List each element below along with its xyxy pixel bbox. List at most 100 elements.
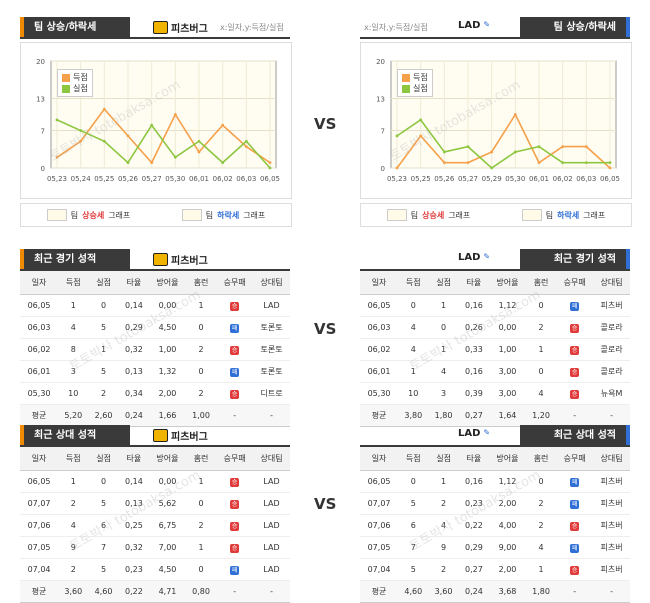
column-header: 홈런: [525, 271, 557, 295]
pirates-logo-icon: [153, 21, 168, 34]
data-point-allowed: [221, 161, 225, 165]
cell-hr: 0: [185, 492, 217, 515]
cell-era: 6,75: [149, 514, 186, 537]
y-tick-label: 0: [381, 165, 385, 173]
data-point-scored: [537, 161, 541, 165]
table-average-row: 평균 3,80 1,80 0,27 1,64 1,20- -: [360, 404, 630, 427]
cell-date: 06,05: [20, 294, 59, 317]
x-tick-label: 05,26: [118, 175, 139, 183]
cell-date: 06,02: [20, 338, 59, 361]
table-average-row: 평균 5,20 2,60 0,24 1,66 1,00- -: [20, 404, 290, 427]
cell-opponent: LAD: [253, 470, 290, 493]
avg-cell-avg: 0,24: [118, 404, 150, 427]
team-label-away: LAD ✎: [458, 20, 490, 31]
cell-hr: 1: [525, 338, 557, 361]
column-header: 방어율: [489, 271, 526, 295]
column-header: 승무패: [216, 271, 254, 295]
table-row: 06,05 1 0 0,14 0,00 1 승 LAD: [20, 294, 290, 317]
result-badge-win: 승: [570, 565, 580, 575]
recent-header-away: LAD ✎ 최근 경기 성적: [360, 249, 630, 271]
cell-opponent: 피츠버: [593, 558, 630, 581]
cell-allowed: 5: [88, 316, 119, 339]
y-tick-label: 13: [36, 95, 45, 103]
key-suffix: 그래프: [448, 210, 471, 220]
data-point-allowed: [55, 118, 59, 122]
avg-cell-label: 평균: [360, 580, 399, 603]
avg-cell-scored: 5,20: [58, 404, 89, 427]
cell-era: 2,00: [489, 492, 526, 515]
avg-cell-hr: 1,20: [525, 404, 557, 427]
h2h-table-home: 일자 득점 실점 타율 방어율 홈런 승무패 상대팀 06,05 1 0 0,14 0,00 1 승 LAD 0…: [20, 447, 290, 603]
result-badge-win: 승: [570, 367, 580, 377]
graph-key-up: 팀 상승세 그래프: [46, 209, 130, 221]
column-header: 타율: [458, 447, 490, 471]
cell-allowed: 1: [428, 294, 459, 317]
cell-date: 06,03: [20, 316, 59, 339]
h2h-title-away: 최근 상대 성적: [520, 425, 630, 447]
cell-scored: 5: [398, 558, 429, 581]
table-header-row: 일자 득점 실점 타율 방어율 홈런 승무패 상대팀: [20, 447, 290, 471]
header-rule: [20, 445, 290, 447]
legend-label-scored: 득점: [73, 73, 88, 82]
cell-era: 5,62: [149, 492, 186, 515]
cell-allowed: 3: [428, 382, 459, 405]
table-row: 06,01 1 4 0,16 3,00 0 승 콜로라: [360, 360, 630, 383]
table-row: 06,01 3 5 0,13 1,32 0 패 토론토: [20, 360, 290, 383]
cell-avg: 0,29: [118, 316, 150, 339]
cell-hr: 2: [185, 338, 217, 361]
table-row: 07,06 6 4 0,22 4,00 2 승 피츠버: [360, 514, 630, 537]
table-average-row: 평균 4,60 3,60 0,24 3,68 1,80- -: [360, 580, 630, 603]
cell-opponent: 피츠버: [593, 492, 630, 515]
cell-avg: 0,39: [458, 382, 490, 405]
cell-date: 06,05: [360, 294, 399, 317]
y-tick-label: 7: [381, 128, 385, 136]
avg-cell-result: -: [216, 404, 254, 427]
table-row: 07,04 5 2 0,27 2,00 1 승 피츠버: [360, 558, 630, 581]
legend-label-allowed: 실점: [413, 84, 428, 93]
column-header: 일자: [360, 271, 399, 295]
series-line-allowed: [56, 119, 271, 169]
data-point-allowed: [490, 166, 494, 170]
cell-opponent: 콜로라: [593, 338, 630, 361]
result-badge-win: 승: [570, 389, 580, 399]
cell-allowed: 0: [88, 470, 119, 493]
table-row: 07,06 4 6 0,25 6,75 2 승 LAD: [20, 514, 290, 537]
chart-legend-away: 득점 실점: [397, 69, 433, 97]
column-header: 일자: [20, 447, 59, 471]
column-header: 타율: [458, 271, 490, 295]
data-point-allowed: [561, 161, 565, 165]
cell-era: 4,50: [149, 316, 186, 339]
cell-scored: 1: [58, 470, 89, 493]
cell-result: 패: [556, 536, 594, 559]
table-average-row: 평균 3,60 4,60 0,22 4,71 0,80- -: [20, 580, 290, 603]
cell-scored: 4: [58, 316, 89, 339]
column-header: 타율: [118, 271, 150, 295]
cell-allowed: 0: [428, 316, 459, 339]
result-badge-lose: 패: [230, 323, 240, 333]
team-label-away: LAD ✎: [458, 252, 490, 263]
cell-avg: 0,13: [118, 360, 150, 383]
cell-scored: 3: [58, 360, 89, 383]
chart-legend-home: 득점 실점: [57, 69, 93, 97]
trend-chart-home: 0 7 13 20 05,23 05,24 05,25 05,26 05,27 05,30 06,0…: [20, 42, 292, 199]
x-tick-label: 05,23: [387, 175, 407, 183]
cell-opponent: 토론토: [253, 316, 290, 339]
series-line-scored: [56, 107, 271, 165]
dodgers-logo-icon: ✎: [483, 20, 491, 29]
legend-label-scored: 득점: [413, 73, 428, 82]
h2h-header-away: LAD ✎ 최근 상대 성적: [360, 425, 630, 447]
x-tick-label: 05,27: [142, 175, 162, 183]
cell-scored: 6: [398, 514, 429, 537]
data-point-scored: [244, 145, 248, 148]
cell-date: 06,01: [20, 360, 59, 383]
legend-item-allowed: 실점: [402, 83, 428, 94]
data-point-allowed: [197, 139, 201, 143]
data-point-allowed: [537, 145, 541, 148]
trend-chart-away-svg: 0 7 13 20 05,23 05,25 05,26 05,27 05,29 05,30 06,0…: [376, 58, 620, 183]
series-line-allowed: [396, 118, 610, 170]
cell-scored: 4: [398, 316, 429, 339]
cell-date: 05,30: [20, 382, 59, 405]
vs-label-recent: VS: [314, 320, 337, 338]
result-badge-lose: 패: [230, 565, 240, 575]
column-header: 상대팀: [593, 271, 630, 295]
